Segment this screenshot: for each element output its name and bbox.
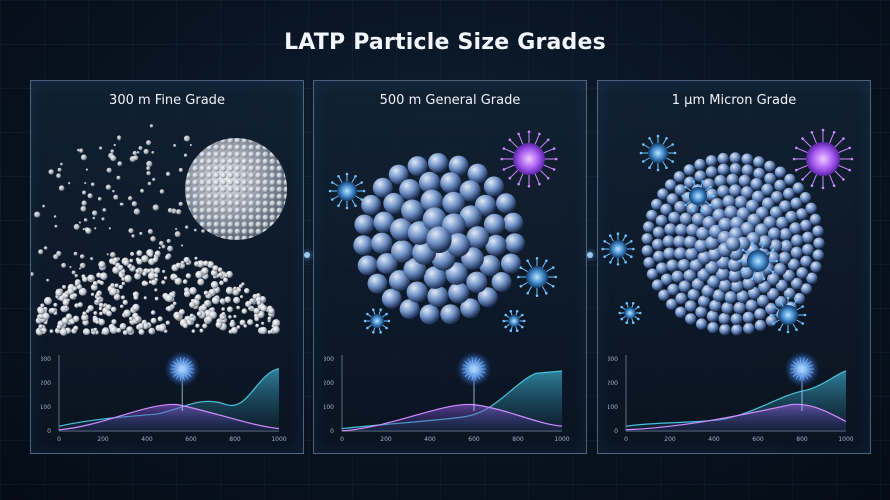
y-tick-label: 200 (324, 380, 334, 387)
virus-particles (328, 130, 558, 334)
x-tick-label: 0 (624, 436, 628, 443)
distribution-curve-purple (625, 403, 847, 431)
x-tick-label: 400 (708, 436, 720, 443)
x-tick-label: 800 (229, 436, 241, 443)
y-tick-label: 200 (41, 380, 51, 387)
x-tick-label: 0 (340, 436, 344, 443)
particle-cluster (353, 153, 525, 325)
distribution-curve-purple (58, 403, 280, 431)
x-tick-label: 0 (57, 436, 61, 443)
distribution-curve-teal (58, 368, 280, 427)
x-tick-label: 1000 (838, 436, 853, 443)
particle-cluster (641, 152, 825, 336)
size-distribution-chart: 0 100 200 300 0 200 400 600 800 1000 (608, 351, 854, 443)
distribution-area-purple (626, 404, 846, 431)
agglomerate-illustration (328, 130, 558, 334)
fine-powder-illustration (31, 124, 287, 336)
y-tick-label: 100 (324, 404, 334, 411)
page-title: LATP Particle Size Grades (284, 30, 606, 55)
y-tick-label: 200 (608, 380, 618, 387)
y-tick-label: 100 (41, 404, 51, 411)
x-tick-label: 400 (424, 436, 436, 443)
y-tick-label: 100 (608, 404, 618, 411)
x-tick-label: 600 (185, 436, 197, 443)
x-tick-label: 200 (664, 436, 676, 443)
micron-grade-panel: 1 μm Micron Grade 0 100 200 300 0 200 400 600 80… (597, 80, 871, 454)
powder-pile (31, 124, 281, 336)
y-tick-label: 0 (47, 428, 51, 435)
x-tick-label: 1000 (271, 436, 286, 443)
x-tick-label: 800 (512, 436, 524, 443)
x-tick-label: 600 (752, 436, 764, 443)
panel-label: 300 m Fine Grade (109, 93, 225, 108)
distribution-area-teal (59, 368, 279, 431)
distribution-area-purple (59, 404, 279, 431)
connector-dot (304, 252, 310, 258)
connector-dot (587, 252, 593, 258)
x-tick-label: 200 (380, 436, 392, 443)
x-tick-label: 1000 (554, 436, 569, 443)
general-grade-panel: 500 m General Grade 0 100 200 300 0 200 400 600… (313, 80, 587, 454)
panel-label: 500 m General Grade (379, 93, 521, 108)
distribution-area-purple (342, 404, 562, 431)
y-tick-label: 300 (324, 356, 334, 363)
fine-grade-panel: 300 m Fine Grade 0 100 200 300 0 200 400 600 800… (30, 80, 304, 454)
micron-agglomerate-illustration (601, 128, 854, 336)
size-distribution-chart: 0 100 200 300 0 200 400 600 800 1000 (324, 351, 570, 443)
panel-label: 1 μm Micron Grade (671, 93, 797, 108)
virus-particles (601, 128, 854, 334)
x-tick-label: 600 (468, 436, 480, 443)
y-tick-label: 300 (608, 356, 618, 363)
y-tick-label: 0 (330, 428, 334, 435)
y-tick-label: 300 (41, 356, 51, 363)
x-tick-label: 800 (796, 436, 808, 443)
distribution-curve-teal (625, 370, 847, 427)
x-tick-label: 200 (97, 436, 109, 443)
x-tick-label: 400 (141, 436, 153, 443)
size-distribution-chart: 0 100 200 300 0 200 400 600 800 1000 (41, 351, 287, 443)
y-tick-label: 0 (614, 428, 618, 435)
